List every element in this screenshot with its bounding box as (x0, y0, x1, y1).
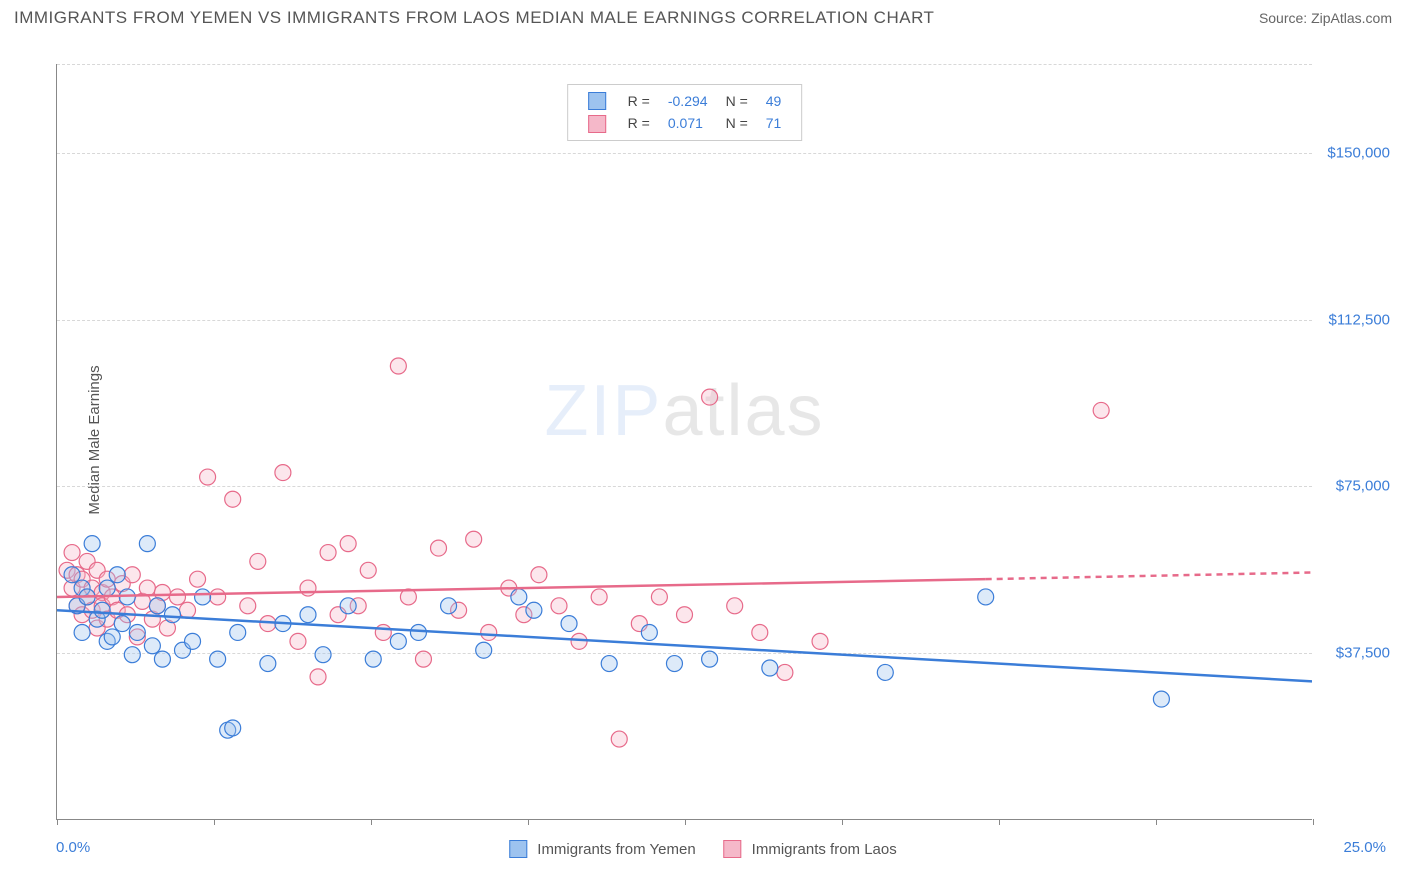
plot-area: ZIPatlas R = -0.294 N = 49 R = 0.071 N =… (56, 64, 1312, 820)
source-attribution: Source: ZipAtlas.com (1259, 10, 1392, 26)
legend-item-yemen: Immigrants from Yemen (509, 840, 695, 858)
scatter-svg (57, 64, 1312, 819)
legend-row-yemen: R = -0.294 N = 49 (580, 91, 790, 111)
swatch-laos (724, 840, 742, 858)
y-tick-label: $37,500 (1336, 645, 1390, 662)
swatch-yemen (588, 92, 606, 110)
series-legend: Immigrants from Yemen Immigrants from La… (509, 840, 896, 858)
swatch-laos (588, 115, 606, 133)
x-axis-max-label: 25.0% (1343, 839, 1386, 856)
y-tick-label: $112,500 (1329, 311, 1390, 328)
swatch-yemen (509, 840, 527, 858)
chart-container: Median Male Earnings ZIPatlas R = -0.294… (14, 44, 1392, 836)
y-tick-label: $75,000 (1336, 478, 1390, 495)
x-axis-min-label: 0.0% (56, 839, 90, 856)
legend-row-laos: R = 0.071 N = 71 (580, 113, 790, 133)
y-tick-label: $150,000 (1327, 144, 1390, 161)
chart-title: IMMIGRANTS FROM YEMEN VS IMMIGRANTS FROM… (14, 8, 934, 28)
legend-item-laos: Immigrants from Laos (724, 840, 897, 858)
correlation-legend: R = -0.294 N = 49 R = 0.071 N = 71 (567, 84, 803, 141)
